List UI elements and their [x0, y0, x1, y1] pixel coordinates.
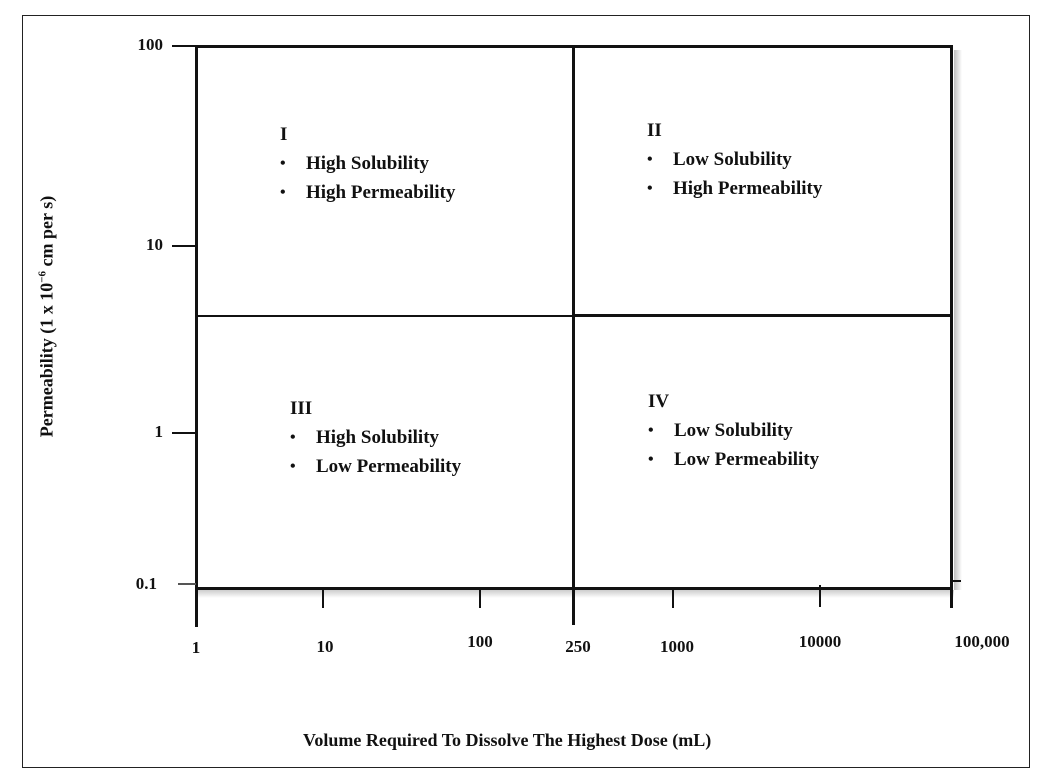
- bullet-icon: •: [647, 151, 653, 168]
- bullet-icon: •: [290, 458, 296, 475]
- plot-shadow-right: [954, 50, 962, 590]
- x-tick-1000: [672, 588, 674, 608]
- quadrant-item: • High Permeability: [647, 174, 822, 203]
- quadrant-numeral: IV: [648, 391, 670, 412]
- y-tick-label: 100: [137, 35, 164, 54]
- x-tick-label: 250: [565, 637, 591, 656]
- quadrant-IV: IV • Low Solubility • Low Permeability: [648, 387, 819, 474]
- y-tick-label: 1: [154, 422, 164, 441]
- y-tick-label: 0.1: [135, 574, 157, 593]
- x-tick-label: 1: [191, 638, 201, 657]
- quadrant-item: • Low Solubility: [647, 145, 822, 174]
- quadrant-item: • Low Permeability: [648, 445, 819, 474]
- quadrant-item: • Low Solubility: [648, 416, 819, 445]
- x-tick-label: 1000: [660, 637, 694, 656]
- x-tick-label: 100,000: [954, 632, 1010, 651]
- y-tick-10: [172, 245, 196, 247]
- plot-right-border: [950, 45, 953, 590]
- y-tick-100: [172, 45, 196, 47]
- y-axis-title: Permeability (1 x 10−6 cm per s): [36, 195, 57, 438]
- quadrant-item: • High Permeability: [280, 178, 455, 207]
- quadrant-III: III • High Solubility • Low Permeability: [290, 394, 461, 481]
- x-tick-100000: [950, 588, 953, 608]
- quadrant-II: II • Low Solubility • High Permeability: [647, 116, 822, 203]
- quadrant-item: • High Solubility: [280, 149, 455, 178]
- x-tick-label: 10000: [798, 632, 842, 651]
- quadrant-numeral: III: [290, 398, 313, 419]
- x-tick-label: 100: [467, 632, 493, 651]
- quadrant-numeral: II: [647, 120, 662, 141]
- bullet-icon: •: [290, 429, 296, 446]
- horizontal-divider-right: [573, 314, 953, 317]
- bullet-icon: •: [648, 451, 654, 468]
- x-tick-10000: [819, 585, 821, 607]
- x-tick-10: [322, 588, 324, 608]
- y-axis-line: [195, 45, 198, 627]
- quadrant-item: • High Solubility: [290, 423, 461, 452]
- right-edge-tick: [951, 580, 961, 582]
- quadrant-I: I • High Solubility • High Permeability: [280, 120, 455, 207]
- figure-frame: [22, 15, 1030, 768]
- bullet-icon: •: [280, 184, 286, 201]
- x-tick-label: 10: [316, 637, 334, 656]
- quadrant-numeral: I: [280, 124, 288, 145]
- x-axis-title: Volume Required To Dissolve The Highest …: [303, 730, 712, 750]
- y-tick-1: [172, 432, 196, 434]
- plot-shadow-bottom: [198, 590, 954, 598]
- bullet-icon: •: [647, 180, 653, 197]
- horizontal-divider-left: [196, 315, 573, 317]
- bullet-icon: •: [648, 422, 654, 439]
- vertical-divider-250ml: [572, 45, 575, 625]
- quadrant-item: • Low Permeability: [290, 452, 461, 481]
- x-tick-100: [479, 588, 481, 608]
- y-tick-label: 10: [146, 235, 163, 254]
- y-tick-0.1: [178, 583, 196, 585]
- bullet-icon: •: [280, 155, 286, 172]
